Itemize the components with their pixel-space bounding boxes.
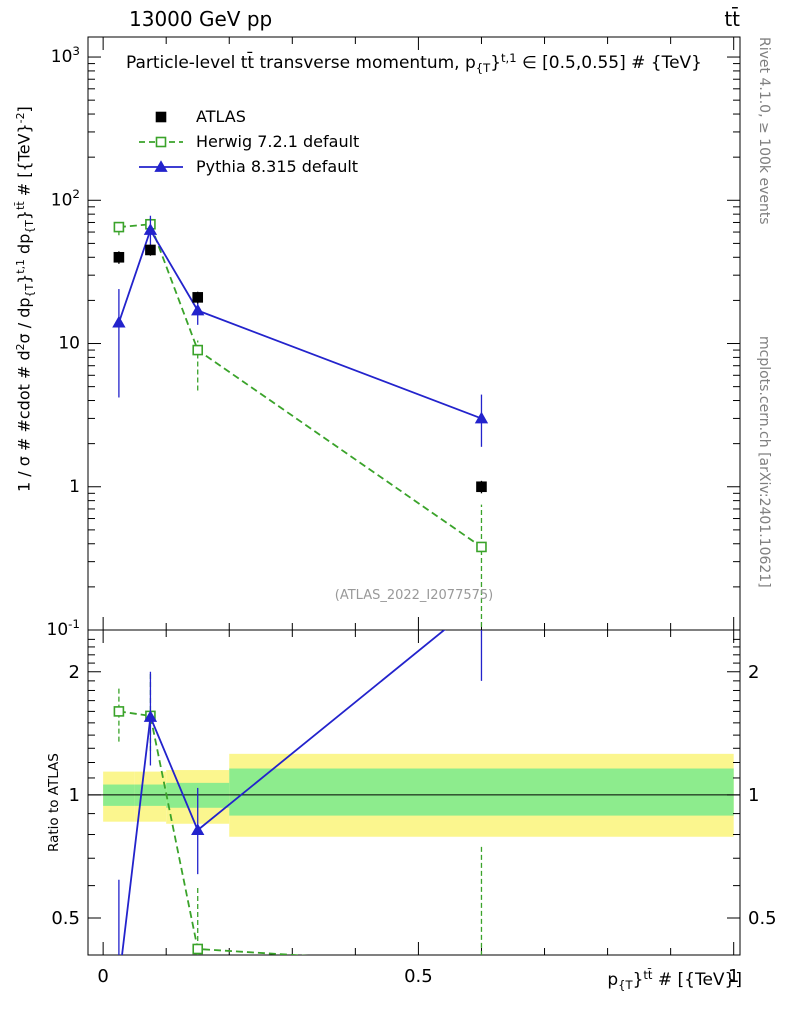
svg-text:1: 1 — [748, 785, 759, 806]
rivet-version-note: Rivet 4.1.0, ≥ 100k events — [756, 37, 772, 225]
svg-text:0.5: 0.5 — [748, 908, 777, 929]
band-green — [229, 768, 734, 816]
legend-label-herwig: Herwig 7.2.1 default — [196, 132, 360, 151]
legend-label-pythia: Pythia 8.315 default — [196, 157, 359, 176]
legend-item-pythia: Pythia 8.315 default — [138, 154, 359, 179]
svg-text:0.5: 0.5 — [51, 908, 80, 929]
series-atlas — [113, 244, 487, 494]
analysis-id-watermark: (ATLAS_2022_I2077575) — [334, 588, 494, 603]
series-pythia — [112, 215, 489, 447]
svg-text:102: 102 — [51, 187, 80, 210]
ratio-uncertainty-bands — [88, 753, 740, 837]
svg-text:2: 2 — [748, 662, 759, 683]
legend-label-atlas: ATLAS — [196, 107, 246, 126]
main-series — [112, 215, 489, 627]
legend-item-atlas: ATLAS — [138, 104, 359, 129]
ratio-series — [113, 630, 483, 955]
svg-text:2: 2 — [69, 662, 80, 683]
svg-text:103: 103 — [51, 44, 80, 67]
svg-text:1: 1 — [69, 785, 80, 806]
process-label: tt̄ — [724, 7, 740, 31]
svg-text:10-1: 10-1 — [47, 617, 81, 640]
x-axis-label: p{T}tt̄ # [{TeV}] — [607, 968, 742, 992]
series-pythia — [118, 630, 483, 955]
mcplots-arxiv-note: mcplots.cern.ch [arXiv:2401.10621] — [756, 336, 772, 588]
svg-text:0.5: 0.5 — [404, 966, 433, 987]
svg-text:10: 10 — [58, 334, 80, 354]
legend: ATLAS Herwig 7.2.1 default Pythia 8.315 … — [138, 104, 359, 179]
atlas-marker-icon — [138, 109, 184, 125]
pythia-marker-icon — [138, 159, 184, 175]
beam-energy-label: 13000 GeV pp — [129, 7, 273, 31]
tick-labels: 10-1 1 10 102 103 0 0.5 1 0.5 0.5 1 1 2 2 — [47, 44, 777, 987]
y-axis-label: 1 / σ # #cdot # d2σ / dp{T}t,1 dp{T}tt̄ … — [14, 106, 37, 492]
svg-text:0: 0 — [97, 966, 108, 987]
axes — [87, 36, 741, 956]
series-herwig — [113, 217, 487, 627]
svg-text:1: 1 — [69, 477, 80, 497]
svg-text:1: 1 — [728, 966, 739, 987]
plot-title: Particle-level tt̄ transverse momentum, … — [125, 51, 703, 75]
herwig-marker-icon — [138, 134, 184, 150]
legend-item-herwig: Herwig 7.2.1 default — [138, 129, 359, 154]
ratio-axis-label: Ratio to ATLAS — [46, 753, 62, 852]
